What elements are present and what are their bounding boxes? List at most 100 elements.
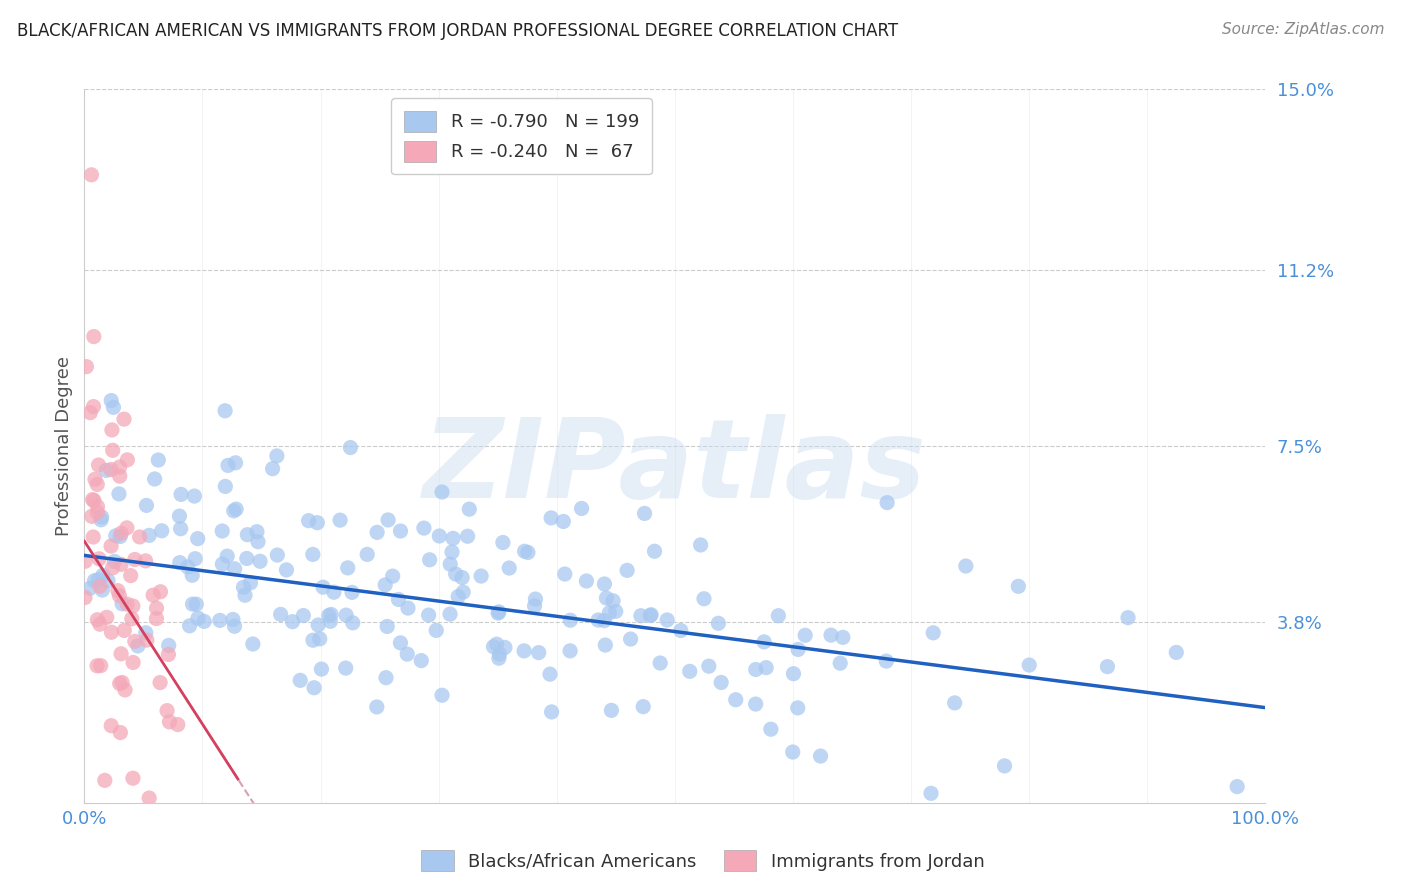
Point — [593, 614, 616, 628]
Point — [768, 608, 790, 623]
Point — [242, 637, 264, 651]
Point — [447, 590, 470, 604]
Point — [193, 615, 215, 629]
Point — [396, 647, 419, 661]
Point — [993, 759, 1015, 773]
Point — [523, 599, 546, 613]
Point — [217, 458, 239, 473]
Point — [83, 493, 105, 508]
Y-axis label: Professional Degree: Professional Degree — [55, 356, 73, 536]
Point — [135, 554, 157, 568]
Point — [181, 568, 204, 582]
Point — [124, 634, 146, 648]
Point — [707, 616, 730, 631]
Point — [100, 539, 122, 553]
Point — [451, 570, 474, 584]
Point — [86, 477, 108, 491]
Point — [311, 662, 333, 676]
Point — [110, 725, 132, 739]
Point — [794, 628, 817, 642]
Point — [157, 639, 180, 653]
Point — [689, 538, 711, 552]
Point — [650, 656, 672, 670]
Point — [103, 401, 125, 415]
Point — [486, 606, 509, 620]
Point — [336, 561, 359, 575]
Point — [222, 504, 245, 518]
Point — [86, 500, 108, 514]
Point — [488, 605, 510, 619]
Point — [396, 601, 419, 615]
Point — [312, 580, 335, 594]
Point — [527, 646, 550, 660]
Point — [214, 403, 236, 417]
Text: BLACK/AFRICAN AMERICAN VS IMMIGRANTS FROM JORDAN PROFESSIONAL DEGREE CORRELATION: BLACK/AFRICAN AMERICAN VS IMMIGRANTS FRO… — [17, 22, 898, 40]
Point — [114, 682, 136, 697]
Point — [233, 588, 256, 602]
Point — [82, 530, 104, 544]
Point — [1166, 645, 1188, 659]
Legend: R = -0.790   N = 199, R = -0.240   N =  67: R = -0.790 N = 199, R = -0.240 N = 67 — [391, 98, 651, 174]
Point — [111, 597, 134, 611]
Point — [600, 703, 623, 717]
Point — [79, 581, 101, 595]
Legend: Blacks/African Americans, Immigrants from Jordan: Blacks/African Americans, Immigrants fro… — [415, 843, 991, 879]
Point — [787, 642, 810, 657]
Point — [149, 675, 172, 690]
Point — [224, 562, 246, 576]
Point — [457, 529, 479, 543]
Point — [451, 585, 474, 599]
Point — [297, 514, 319, 528]
Point — [246, 534, 269, 549]
Point — [782, 745, 804, 759]
Point — [724, 692, 747, 706]
Point — [157, 648, 180, 662]
Point — [94, 773, 117, 788]
Point — [145, 601, 167, 615]
Point — [302, 681, 325, 695]
Point — [540, 511, 562, 525]
Text: Source: ZipAtlas.com: Source: ZipAtlas.com — [1222, 22, 1385, 37]
Point — [616, 563, 638, 577]
Point — [782, 666, 804, 681]
Point — [439, 607, 461, 621]
Point — [1018, 658, 1040, 673]
Point — [602, 594, 624, 608]
Point — [86, 506, 108, 520]
Point — [631, 699, 654, 714]
Point — [319, 615, 342, 629]
Point — [122, 771, 145, 785]
Point — [225, 502, 247, 516]
Point — [920, 786, 942, 800]
Point — [225, 456, 247, 470]
Point — [281, 615, 304, 629]
Point — [108, 460, 131, 475]
Point — [329, 513, 352, 527]
Point — [236, 527, 259, 541]
Point — [418, 608, 440, 623]
Point — [142, 588, 165, 602]
Point — [186, 597, 208, 611]
Point — [1226, 780, 1249, 794]
Point — [427, 529, 450, 543]
Point — [820, 628, 842, 642]
Point — [97, 574, 120, 588]
Point — [169, 522, 191, 536]
Point — [292, 608, 315, 623]
Point — [249, 554, 271, 568]
Point — [82, 400, 104, 414]
Point — [759, 723, 782, 737]
Point — [107, 583, 129, 598]
Point — [239, 575, 262, 590]
Point — [377, 513, 399, 527]
Point — [87, 573, 110, 587]
Point — [276, 563, 298, 577]
Point — [224, 619, 246, 633]
Point — [112, 624, 135, 638]
Point — [101, 423, 124, 437]
Point — [630, 608, 652, 623]
Point — [266, 548, 288, 562]
Point — [121, 599, 143, 613]
Point — [79, 406, 101, 420]
Point — [922, 625, 945, 640]
